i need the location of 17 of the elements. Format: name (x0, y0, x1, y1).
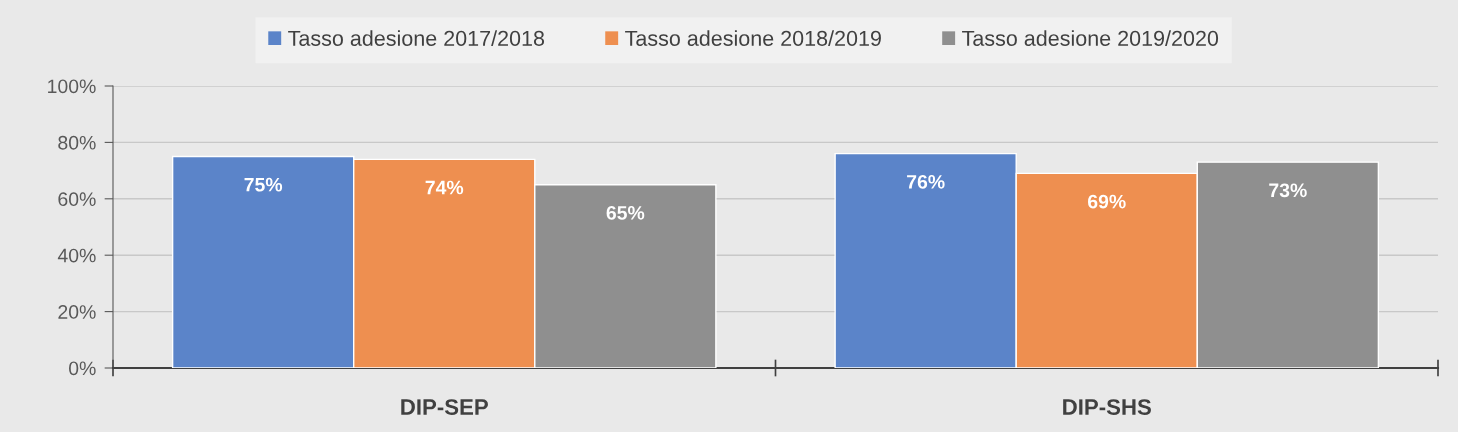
data-label: 69% (1088, 194, 1126, 209)
y-tick-label: 0% (68, 361, 96, 376)
x-tick-label: DIP-SHS (1063, 399, 1151, 415)
y-tick-label: 40% (57, 248, 96, 263)
data-label: 76% (907, 174, 945, 189)
data-label: 73% (1269, 183, 1307, 198)
y-tick-label: 80% (58, 135, 96, 150)
y-tick-label: 100% (48, 79, 96, 94)
legend-label: Tasso adesione 2018/2019 (625, 30, 881, 46)
y-tick-label: 60% (58, 192, 96, 207)
data-label: 74% (425, 180, 464, 195)
data-label: 75% (244, 177, 283, 192)
y-tick-label: 20% (58, 305, 96, 319)
legend-label: Tasso adesione 2019/2020 (962, 30, 1219, 46)
x-tick-label: DIP-SEP (401, 399, 488, 415)
data-label: 65% (606, 205, 645, 220)
legend-label: Tasso adesione 2017/2018 (288, 30, 545, 46)
